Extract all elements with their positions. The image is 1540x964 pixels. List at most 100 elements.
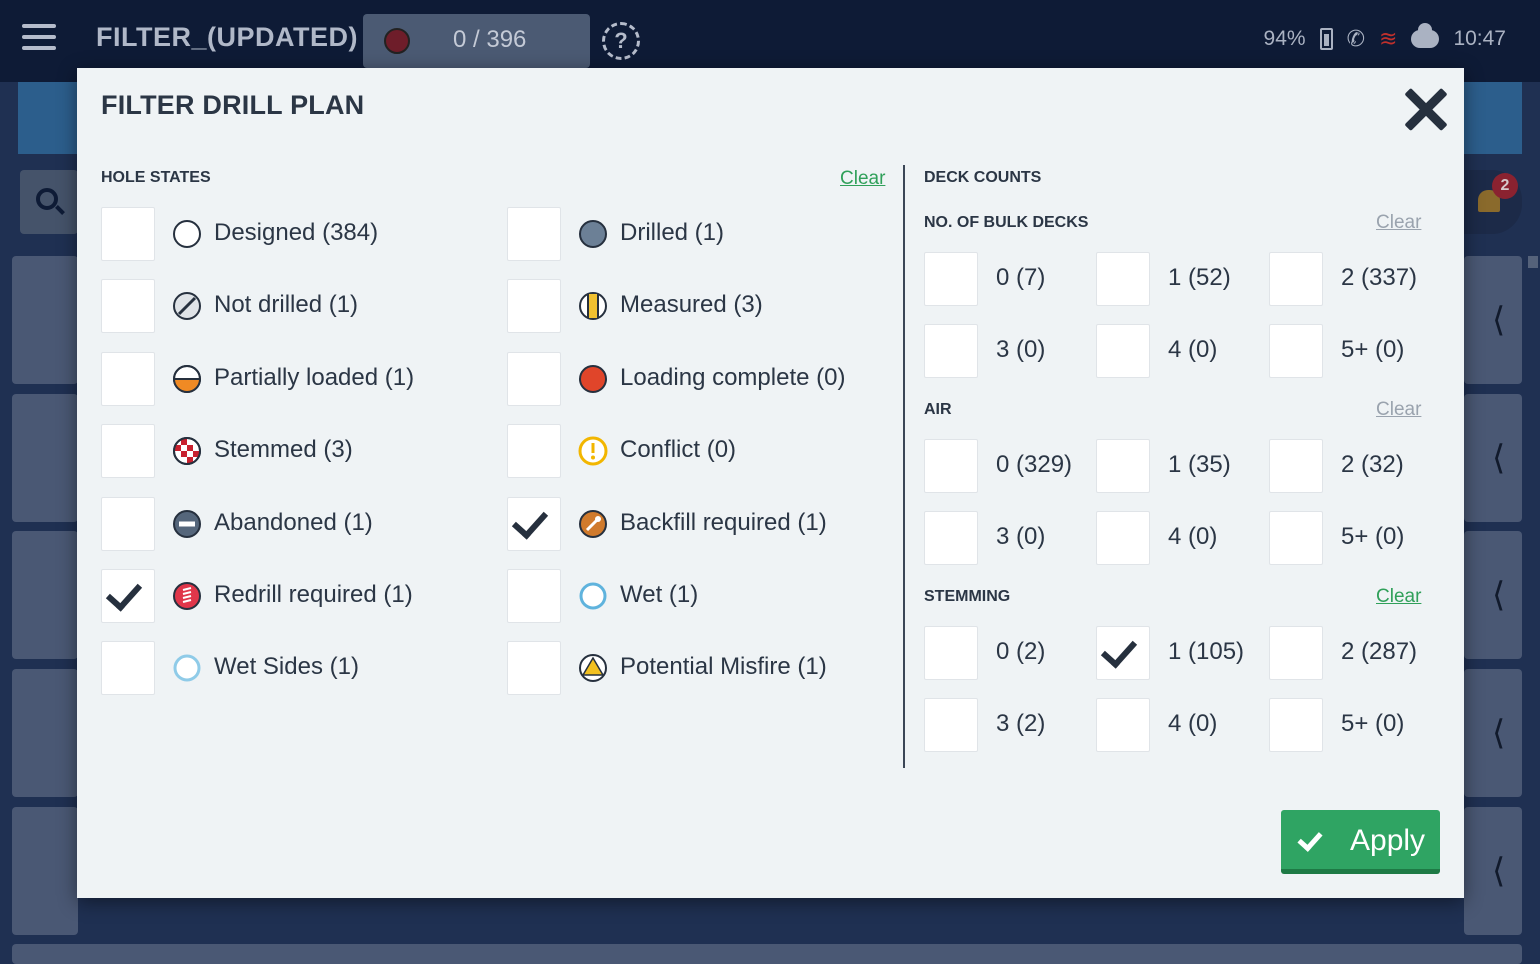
stemming-label-0[interactable]: 0 (2) xyxy=(996,638,1046,665)
air-checkbox-4[interactable] xyxy=(1096,511,1150,565)
stemming-checkbox-0[interactable] xyxy=(924,626,978,680)
stemming-label-4[interactable]: 4 (0) xyxy=(1168,710,1218,737)
label-conflict[interactable]: Conflict (0) xyxy=(620,436,737,463)
label-wet[interactable]: Wet (1) xyxy=(620,581,699,608)
conflict-icon xyxy=(578,436,608,466)
air-label-5plus[interactable]: 5+ (0) xyxy=(1341,523,1405,550)
background-row xyxy=(12,807,78,935)
menu-icon[interactable] xyxy=(22,24,56,54)
label-designed[interactable]: Designed (384) xyxy=(214,219,379,246)
label-potential-misfire[interactable]: Potential Misfire (1) xyxy=(620,653,827,680)
stemming-label-2[interactable]: 2 (287) xyxy=(1341,638,1418,665)
stemming-checkbox-5plus[interactable] xyxy=(1269,698,1323,752)
air-checkbox-1[interactable] xyxy=(1096,439,1150,493)
status-bar: 94% ✆ ≋ 10:47 xyxy=(1264,23,1506,52)
label-stemmed[interactable]: Stemmed (3) xyxy=(214,436,353,463)
checkbox-designed[interactable] xyxy=(101,207,155,261)
hole-states-clear-link[interactable]: Clear xyxy=(840,168,886,189)
no-of-bulk-decks-checkbox-5plus[interactable] xyxy=(1269,324,1323,378)
chevron-left-icon: ⟨ xyxy=(1492,576,1506,614)
checkbox-wet-sides[interactable] xyxy=(101,641,155,695)
stemming-label-3[interactable]: 3 (2) xyxy=(996,710,1046,737)
stemming-checkbox-1[interactable] xyxy=(1096,626,1150,680)
air-label-3[interactable]: 3 (0) xyxy=(996,523,1046,550)
label-backfill-required[interactable]: Backfill required (1) xyxy=(620,509,827,536)
no-of-bulk-decks-label-3[interactable]: 3 (0) xyxy=(996,336,1046,363)
no-of-bulk-decks-checkbox-4[interactable] xyxy=(1096,324,1150,378)
hole-states-heading: HOLE STATES xyxy=(101,169,211,186)
stemming-checkbox-2[interactable] xyxy=(1269,626,1323,680)
no-of-bulk-decks-label-1[interactable]: 1 (52) xyxy=(1168,264,1231,291)
label-partially-loaded[interactable]: Partially loaded (1) xyxy=(214,364,415,391)
no-of-bulk-decks-label-4[interactable]: 4 (0) xyxy=(1168,336,1218,363)
checkbox-conflict[interactable] xyxy=(507,424,561,478)
section-divider xyxy=(903,165,905,768)
checkbox-not-drilled[interactable] xyxy=(101,279,155,333)
checkbox-wet[interactable] xyxy=(507,569,561,623)
chevron-left-icon: ⟨ xyxy=(1492,852,1506,890)
chevron-left-icon: ⟨ xyxy=(1492,439,1506,477)
no-of-bulk-decks-checkbox-0[interactable] xyxy=(924,252,978,306)
notification-badge: 2 xyxy=(1492,173,1518,199)
air-checkbox-5plus[interactable] xyxy=(1269,511,1323,565)
stemming-checkbox-4[interactable] xyxy=(1096,698,1150,752)
checkbox-measured[interactable] xyxy=(507,279,561,333)
label-drilled[interactable]: Drilled (1) xyxy=(620,219,725,246)
air-label-4[interactable]: 4 (0) xyxy=(1168,523,1218,550)
air-label-1[interactable]: 1 (35) xyxy=(1168,451,1231,478)
label-abandoned[interactable]: Abandoned (1) xyxy=(214,509,373,536)
deck-counts-heading: DECK COUNTS xyxy=(924,169,1042,186)
air-checkbox-0[interactable] xyxy=(924,439,978,493)
background-row xyxy=(12,394,78,522)
background-row xyxy=(12,944,1522,964)
wifi-icon: ≋ xyxy=(1379,26,1398,51)
checkbox-potential-misfire[interactable] xyxy=(507,641,561,695)
background-tab xyxy=(18,82,78,154)
question-circle-icon[interactable]: ? xyxy=(602,22,640,60)
checkbox-stemmed[interactable] xyxy=(101,424,155,478)
no-of-bulk-decks-clear-link[interactable]: Clear xyxy=(1376,212,1422,233)
label-measured[interactable]: Measured (3) xyxy=(620,291,763,318)
no-of-bulk-decks-label-0[interactable]: 0 (7) xyxy=(996,264,1046,291)
background-row xyxy=(12,669,78,797)
label-loading-complete[interactable]: Loading complete (0) xyxy=(620,364,846,391)
wet-icon xyxy=(578,581,608,611)
background-row xyxy=(12,531,78,659)
checkbox-abandoned[interactable] xyxy=(101,497,155,551)
partially-loaded-icon xyxy=(172,364,202,394)
apply-button[interactable]: Apply xyxy=(1281,810,1440,874)
no-of-bulk-decks-heading: NO. OF BULK DECKS xyxy=(924,214,1089,231)
stemming-clear-link[interactable]: Clear xyxy=(1376,586,1422,607)
label-not-drilled[interactable]: Not drilled (1) xyxy=(214,291,359,318)
phone-icon: ✆ xyxy=(1346,26,1365,51)
close-icon[interactable] xyxy=(1402,86,1450,134)
air-checkbox-3[interactable] xyxy=(924,511,978,565)
air-label-0[interactable]: 0 (329) xyxy=(996,451,1073,478)
no-of-bulk-decks-label-5plus[interactable]: 5+ (0) xyxy=(1341,336,1405,363)
air-clear-link[interactable]: Clear xyxy=(1376,399,1422,420)
stemming-label-5plus[interactable]: 5+ (0) xyxy=(1341,710,1405,737)
cloud-icon xyxy=(1411,23,1440,48)
no-of-bulk-decks-checkbox-3[interactable] xyxy=(924,324,978,378)
hole-counter-button[interactable]: 0 / 396 xyxy=(363,14,590,68)
background-row xyxy=(1464,394,1522,522)
air-checkbox-2[interactable] xyxy=(1269,439,1323,493)
redrill-required-icon xyxy=(172,581,202,611)
checkbox-backfill-required[interactable] xyxy=(507,497,561,551)
no-of-bulk-decks-checkbox-1[interactable] xyxy=(1096,252,1150,306)
checkbox-loading-complete[interactable] xyxy=(507,352,561,406)
air-label-2[interactable]: 2 (32) xyxy=(1341,451,1404,478)
stemming-heading: STEMMING xyxy=(924,588,1011,605)
chevron-left-icon: ⟨ xyxy=(1492,714,1506,752)
checkbox-partially-loaded[interactable] xyxy=(101,352,155,406)
checkbox-redrill-required[interactable] xyxy=(101,569,155,623)
stemming-label-1[interactable]: 1 (105) xyxy=(1168,638,1245,665)
stemming-checkbox-3[interactable] xyxy=(924,698,978,752)
chevron-left-icon: ⟨ xyxy=(1492,301,1506,339)
no-of-bulk-decks-label-2[interactable]: 2 (337) xyxy=(1341,264,1418,291)
label-redrill-required[interactable]: Redrill required (1) xyxy=(214,581,413,608)
checkbox-drilled[interactable] xyxy=(507,207,561,261)
background-tab-right xyxy=(1464,82,1522,154)
label-wet-sides[interactable]: Wet Sides (1) xyxy=(214,653,359,680)
no-of-bulk-decks-checkbox-2[interactable] xyxy=(1269,252,1323,306)
